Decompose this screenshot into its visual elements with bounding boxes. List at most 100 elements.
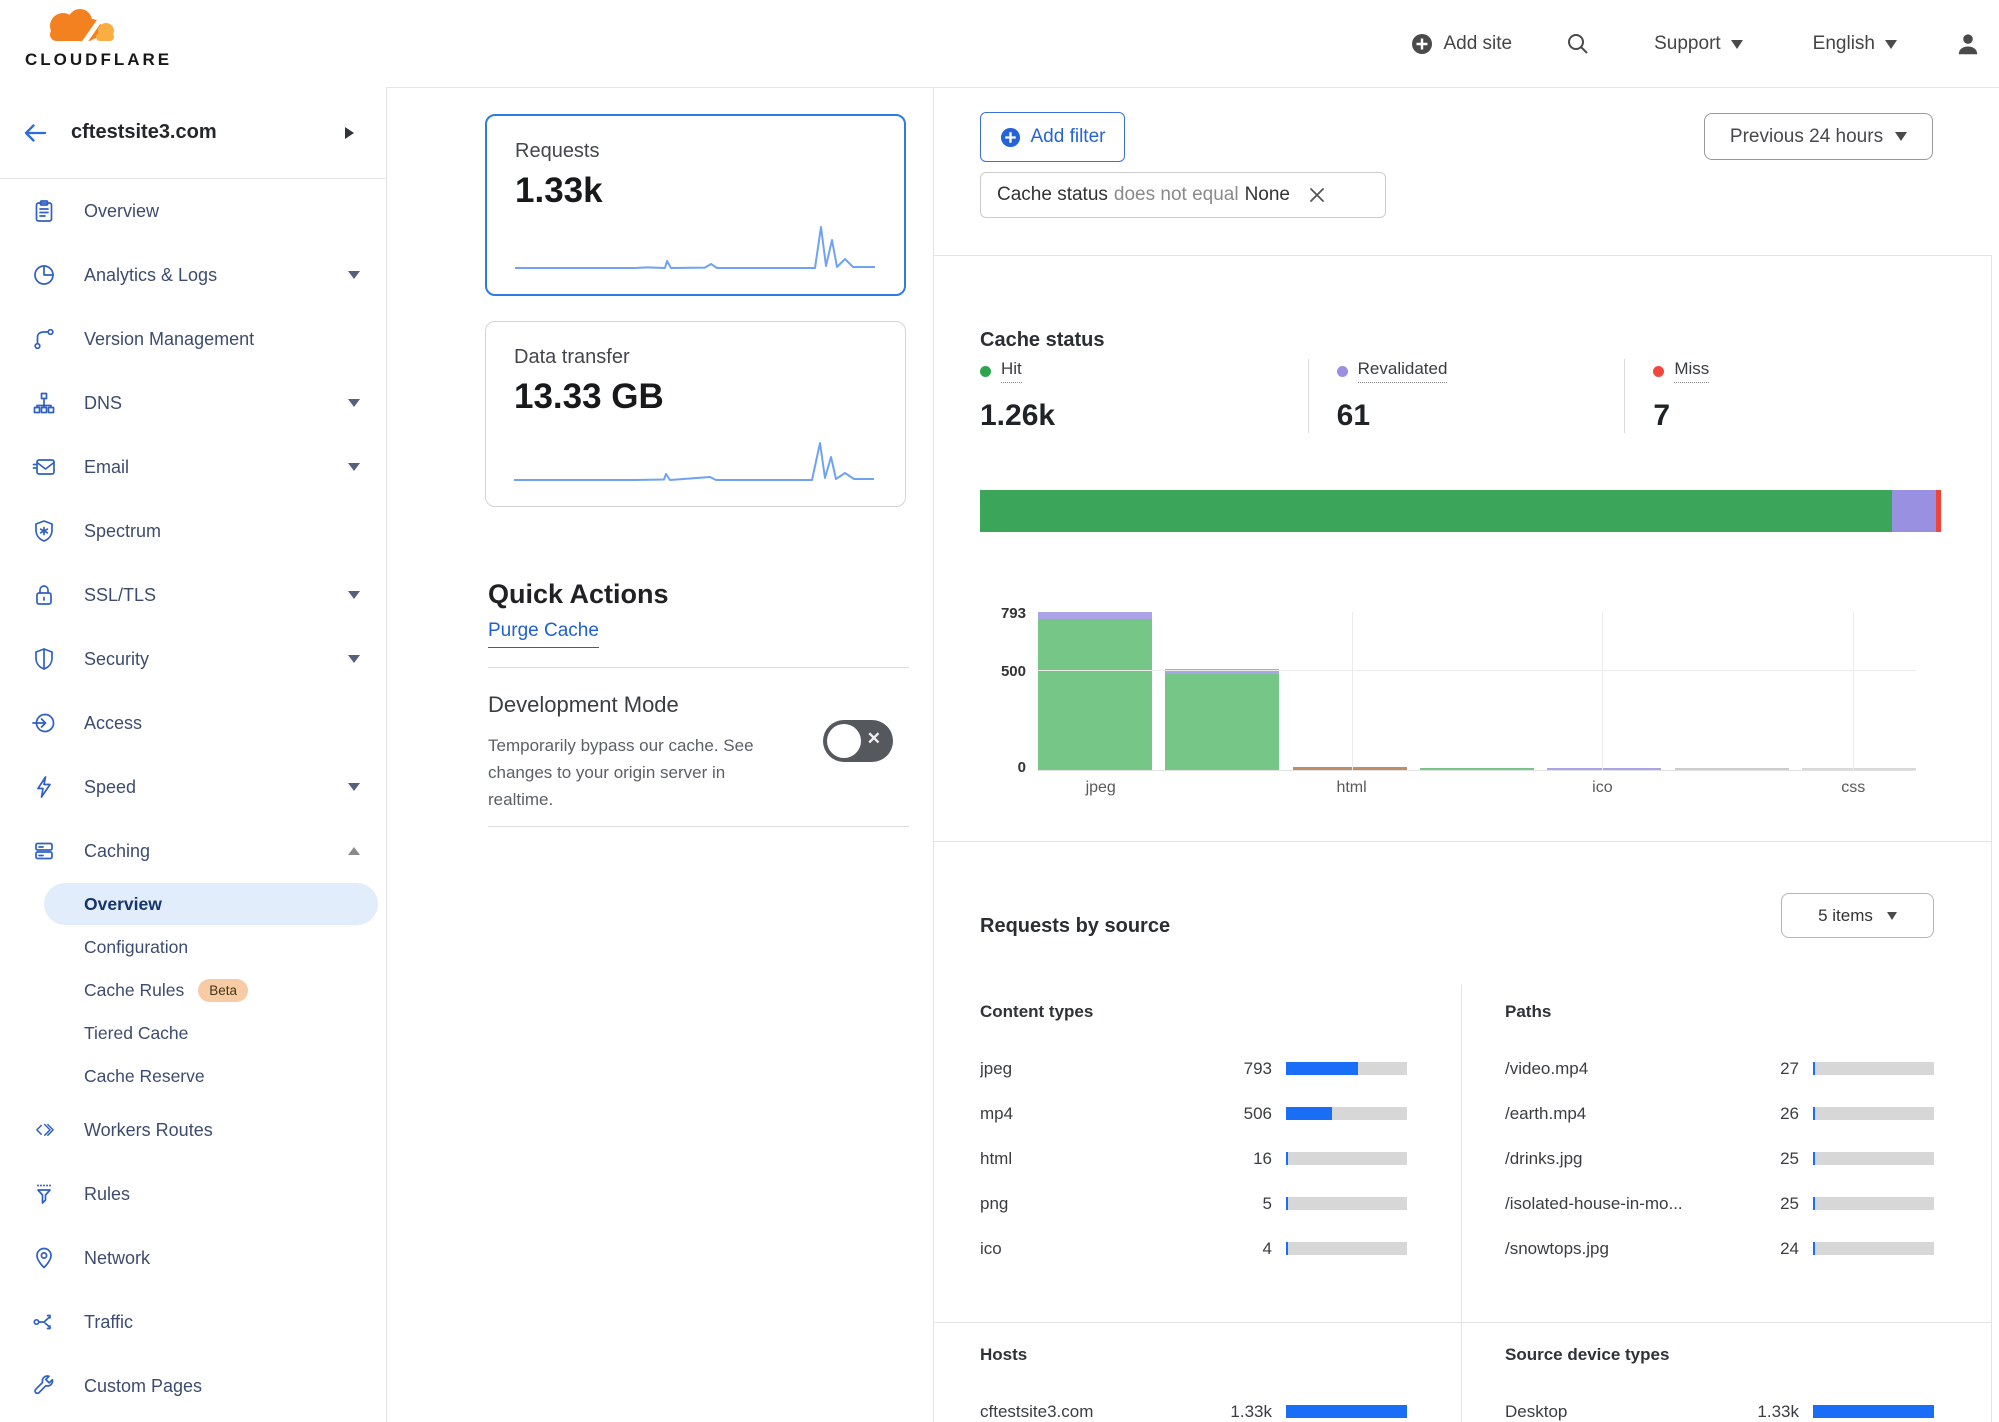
requests-sparkline — [515, 226, 875, 269]
sidebar-subitem-tiered-cache[interactable]: Tiered Cache — [84, 1023, 189, 1043]
sidebar-item-overview[interactable]: Overview — [0, 179, 386, 243]
sidebar-item-security[interactable]: Security — [0, 627, 386, 691]
language-menu[interactable]: English — [1813, 33, 1897, 55]
sidebar-subitem-cache-rules[interactable]: Cache Rules Beta — [0, 969, 386, 1012]
sidebar: cftestsite3.com Overview Analytics & Log… — [0, 87, 387, 1422]
sidebar-item-ssl-tls[interactable]: SSL/TLS — [0, 563, 386, 627]
access-icon — [31, 710, 57, 736]
cloudflare-cloud-icon — [50, 9, 114, 48]
sidebar-item-spectrum[interactable]: Spectrum — [0, 499, 386, 563]
hosts-column: Hosts cftestsite3.com 1.33k — [980, 1345, 1407, 1422]
data-transfer-sparkline — [514, 442, 874, 481]
list-item[interactable]: Desktop 1.33k — [1505, 1389, 1934, 1422]
location-pin-icon — [31, 1245, 57, 1271]
sidebar-item-custom-pages[interactable]: Custom Pages — [0, 1354, 386, 1418]
envelope-icon — [31, 454, 57, 480]
shield-icon — [31, 646, 57, 672]
divider — [934, 255, 1991, 256]
sidebar-item-network[interactable]: Network — [0, 1226, 386, 1290]
padlock-icon — [31, 582, 57, 608]
cache-status-stats: Hit 1.26k Revalidated 61 Miss 7 — [980, 359, 1941, 433]
list-item[interactable]: /isolated-house-in-mo... 25 — [1505, 1181, 1934, 1226]
development-mode-title: Development Mode — [488, 692, 679, 717]
chevron-down-icon — [348, 399, 360, 413]
content-types-column: Content types jpeg 793 mp4 506 html 16 p… — [980, 1002, 1407, 1271]
sidebar-item-caching[interactable]: Caching — [0, 819, 386, 883]
gridline — [1602, 612, 1604, 770]
chevron-down-icon — [348, 271, 360, 285]
stat-hit: Hit 1.26k — [980, 359, 1056, 432]
progress-bar — [1813, 1405, 1934, 1418]
list-item[interactable]: mp4 506 — [980, 1091, 1407, 1136]
spectrum-shield-icon — [31, 518, 57, 544]
list-item[interactable]: cftestsite3.com 1.33k — [980, 1389, 1407, 1422]
sidebar-item-traffic[interactable]: Traffic — [0, 1290, 386, 1354]
top-bar-actions: Add site Support English — [1411, 0, 1981, 87]
sidebar-subitem-cache-reserve[interactable]: Cache Reserve — [84, 1066, 205, 1086]
divider — [934, 1322, 1991, 1323]
summary-column: Requests 1.33k Data transfer 13.33 GB Qu… — [386, 87, 933, 1422]
development-mode-toggle[interactable]: ✕ — [823, 720, 893, 762]
content-type-xlabels: jpeg html ico css — [1085, 779, 1866, 796]
cache-server-icon — [31, 838, 57, 864]
search-button[interactable] — [1566, 32, 1590, 56]
list-item[interactable]: ico 4 — [980, 1226, 1407, 1271]
chevron-down-icon — [348, 783, 360, 797]
sidebar-item-access[interactable]: Access — [0, 691, 386, 755]
sidebar-item-analytics-logs[interactable]: Analytics & Logs — [0, 243, 386, 307]
stat-miss: Miss 7 — [1624, 359, 1941, 433]
remove-filter-icon[interactable] — [1308, 186, 1326, 204]
sidebar-item-dns[interactable]: DNS — [0, 371, 386, 435]
list-item[interactable]: /video.mp4 27 — [1505, 1046, 1934, 1091]
beta-badge: Beta — [198, 979, 248, 1002]
search-icon — [1568, 33, 1588, 54]
miss-legend-dot — [1653, 365, 1665, 377]
sidebar-subitem-configuration[interactable]: Configuration — [84, 937, 189, 957]
gridline — [1853, 612, 1855, 770]
list-item[interactable]: jpeg 793 — [980, 1046, 1407, 1091]
sidebar-item-email[interactable]: Email — [0, 435, 386, 499]
list-item[interactable]: /snowtops.jpg 24 — [1505, 1226, 1934, 1271]
cache-status-distribution-bar — [980, 490, 1941, 532]
back-arrow-icon[interactable] — [22, 120, 48, 146]
share-icon — [31, 1309, 57, 1335]
account-menu[interactable] — [1955, 31, 1981, 57]
progress-bar — [1813, 1062, 1934, 1075]
y-axis-tick: 500 — [1000, 663, 1026, 680]
user-icon — [1958, 33, 1978, 54]
cloudflare-logo[interactable]: CLOUDFLARE — [25, 5, 169, 70]
chevron-down-icon — [348, 655, 360, 669]
add-site-button[interactable]: Add site — [1411, 33, 1512, 55]
time-range-dropdown[interactable]: Previous 24 hours — [1704, 113, 1933, 160]
chevron-down-icon — [348, 463, 360, 477]
panel-right-border — [1991, 255, 1992, 1422]
progress-bar — [1286, 1242, 1407, 1255]
list-item[interactable]: png 5 — [980, 1181, 1407, 1226]
data-transfer-summary-card[interactable]: Data transfer 13.33 GB — [485, 321, 906, 507]
divider — [488, 667, 909, 668]
progress-bar — [1286, 1107, 1407, 1120]
sidebar-subitem-caching-overview[interactable]: Overview — [44, 883, 378, 925]
data-transfer-card-label: Data transfer — [514, 346, 630, 368]
list-item[interactable]: html 16 — [980, 1136, 1407, 1181]
sidebar-item-rules[interactable]: Rules — [0, 1162, 386, 1226]
support-menu[interactable]: Support — [1654, 33, 1743, 55]
requests-summary-card[interactable]: Requests 1.33k — [485, 114, 906, 296]
add-filter-button[interactable]: Add filter — [980, 112, 1125, 162]
filter-chip[interactable]: Cache status does not equal None — [980, 172, 1386, 218]
chevron-right-icon[interactable] — [345, 126, 360, 139]
toggle-off-x-icon: ✕ — [866, 729, 881, 748]
list-item[interactable]: /earth.mp4 26 — [1505, 1091, 1934, 1136]
progress-bar — [1813, 1197, 1934, 1210]
lightning-icon — [31, 774, 57, 800]
sidebar-item-version-management[interactable]: Version Management — [0, 307, 386, 371]
list-item[interactable]: /drinks.jpg 25 — [1505, 1136, 1934, 1181]
items-count-dropdown[interactable]: 5 items — [1781, 893, 1934, 938]
site-name: cftestsite3.com — [71, 121, 217, 143]
sidebar-item-workers-routes[interactable]: Workers Routes — [0, 1098, 386, 1162]
sidebar-item-speed[interactable]: Speed — [0, 755, 386, 819]
purge-cache-link[interactable]: Purge Cache — [488, 620, 599, 648]
requests-card-label: Requests — [515, 140, 600, 162]
gridline — [1351, 612, 1353, 770]
y-axis-tick: 793 — [1000, 605, 1026, 622]
